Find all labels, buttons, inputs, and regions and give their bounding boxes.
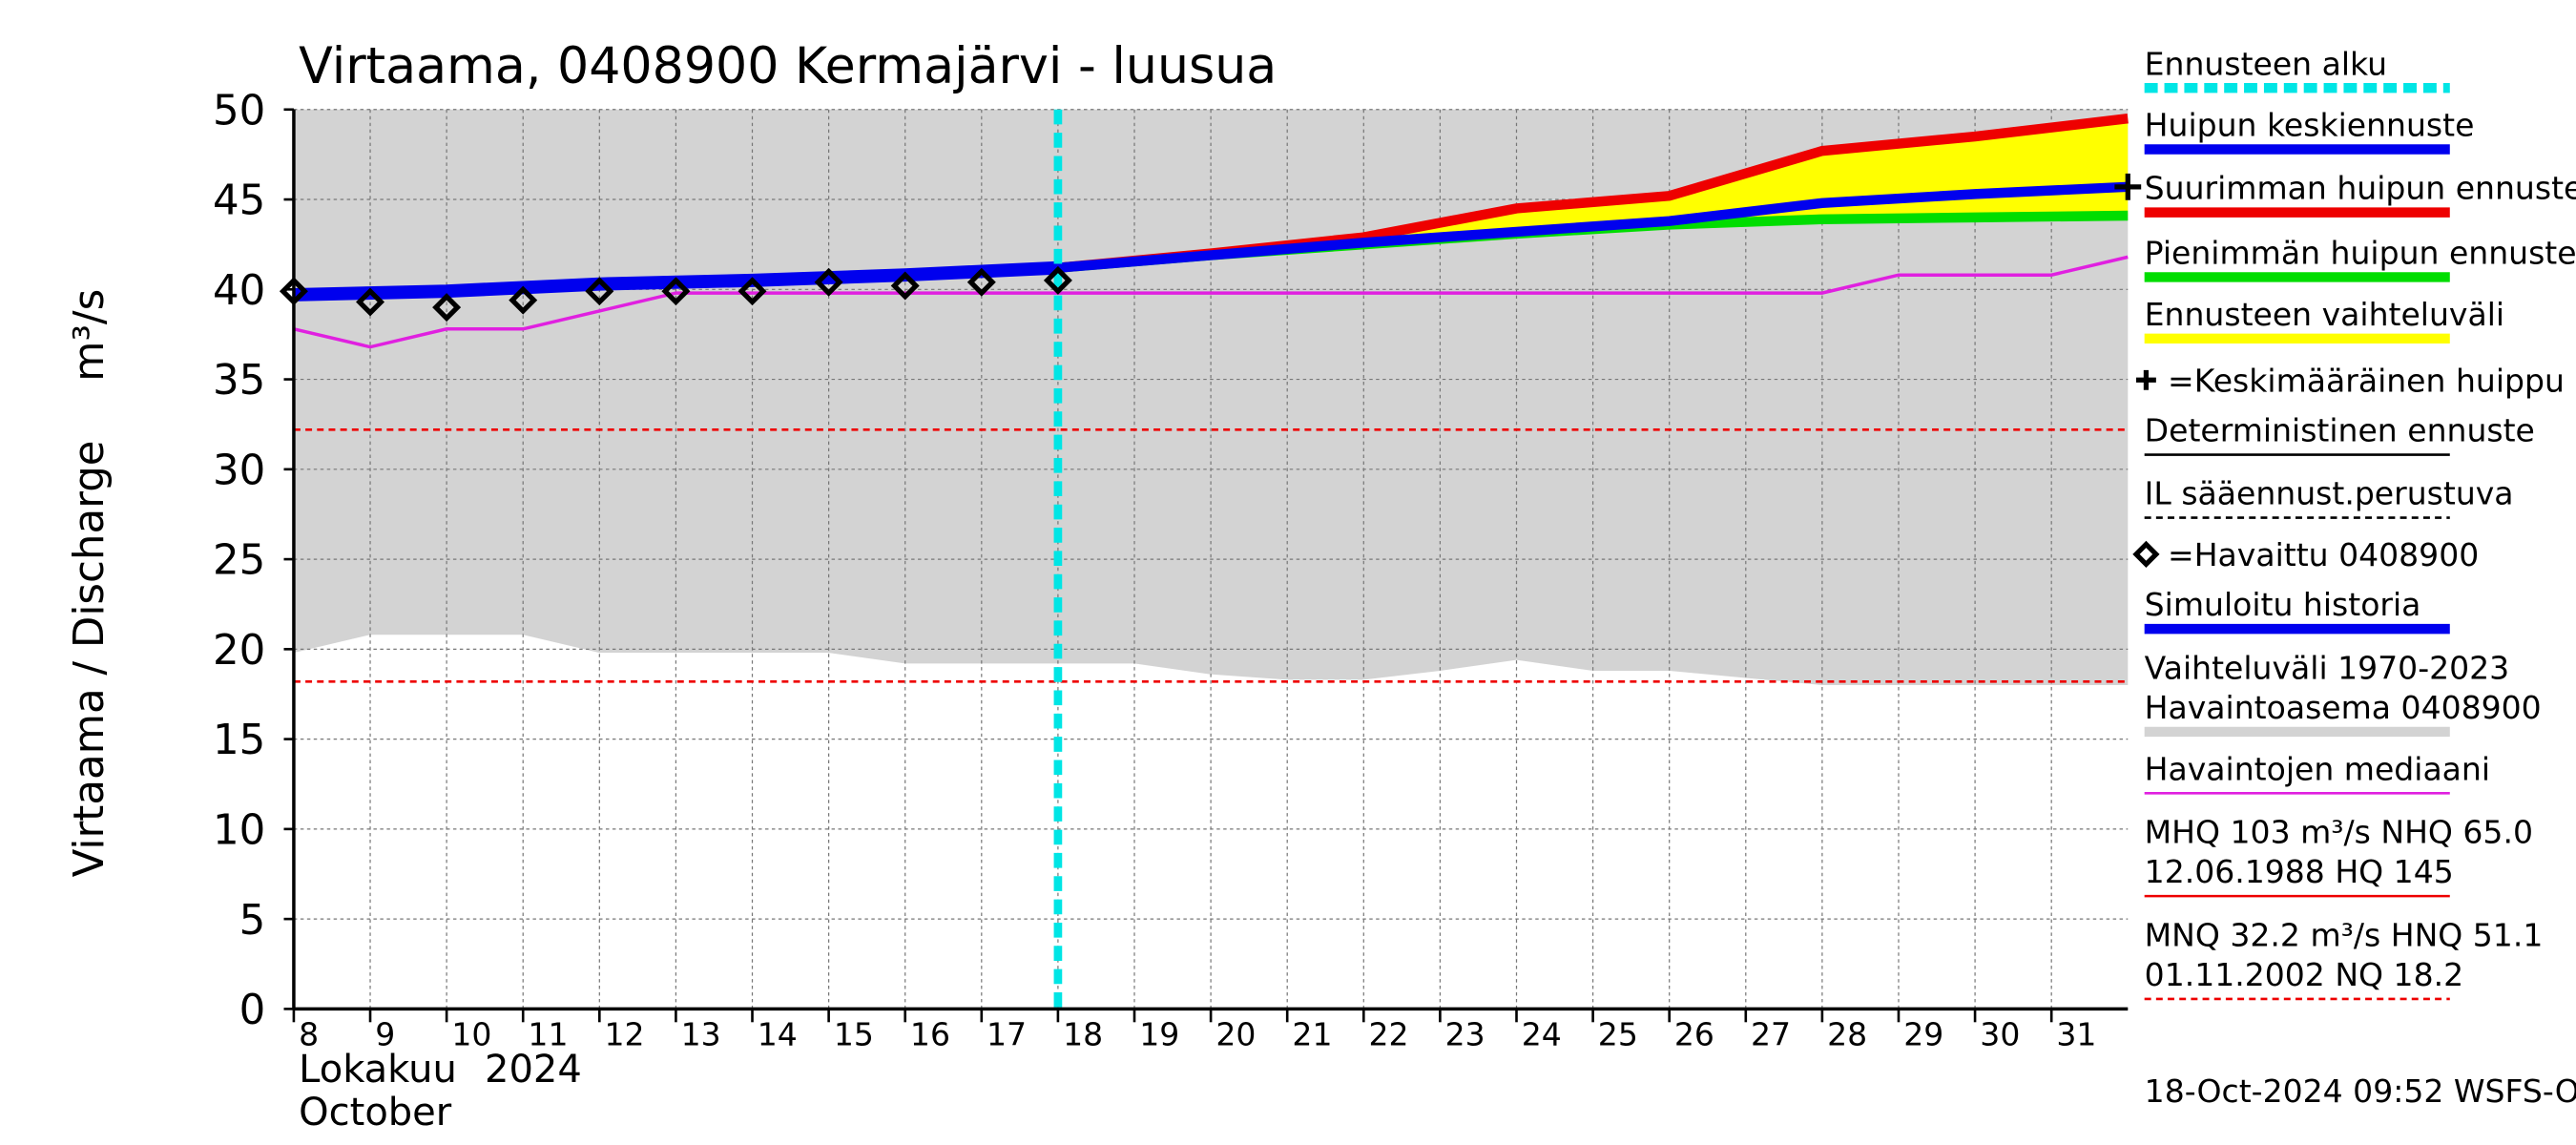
x-label-en: October [299,1091,452,1135]
observed-point [356,287,385,317]
observed-point [661,277,691,306]
x-tick-label: 26 [1674,1016,1714,1053]
observed-point [1043,265,1072,295]
y-tick-label: 45 [213,177,265,225]
x-tick-label: 20 [1215,1016,1256,1053]
y-tick-label: 40 [213,267,265,315]
x-tick-label: 19 [1139,1016,1179,1053]
mean-forecast-line [1057,181,2129,273]
legend-label: Simuloitu historia [2145,586,2421,623]
forecast-band [1057,118,2129,268]
footer: 18-Oct-2024 09:52 WSFS-O [2145,1072,2576,1110]
x-tick-label: 15 [834,1016,874,1053]
x-tick-label: 28 [1827,1016,1867,1053]
mean-peak [2114,173,2142,200]
y-label: Virtaama / Discharge [66,440,114,877]
observed-point [966,267,996,297]
legend-label: Deterministinen ennuste [2145,412,2535,449]
x-tick-label: 22 [1369,1016,1409,1053]
legend-label: 01.11.2002 NQ 18.2 [2145,956,2463,993]
y-tick-label: 10 [213,807,265,855]
x-tick-label: 18 [1063,1016,1103,1053]
x-tick-label: 13 [681,1016,721,1053]
y-unit: m³/s [66,289,114,382]
y-tick-label: 30 [213,447,265,494]
x-tick-label: 17 [987,1016,1027,1053]
observed-point [509,285,538,315]
legend-label: MNQ 32.2 m³/s HNQ 51.1 [2145,916,2544,953]
x-tick-label: 25 [1598,1016,1638,1053]
observed-point [585,277,614,306]
x-tick-label: 12 [605,1016,645,1053]
median-line [293,255,2129,349]
x-tick-label: 23 [1445,1016,1485,1053]
observed-point [737,277,767,306]
legend-label: Vaihteluväli 1970-2023 [2145,649,2510,686]
x-tick-label: 14 [758,1016,798,1053]
legend-label: 12.06.1988 HQ 145 [2145,853,2454,890]
observed-point [890,271,920,301]
x-tick-label: 16 [910,1016,950,1053]
x-tick-label: 11 [528,1016,568,1053]
y-tick-label: 5 [239,897,266,945]
x-tick-label: 21 [1292,1016,1332,1053]
legend-marker [2132,540,2160,568]
legend-label: Ennusteen vaihteluväli [2145,296,2504,333]
y-tick-label: 35 [213,357,265,405]
legend-label: Huipun keskiennuste [2145,107,2475,144]
x-tick-label: 10 [451,1016,491,1053]
legend-label: Suurimman huipun ennuste [2145,170,2576,207]
legend-label: Havaintoasema 0408900 [2145,689,2542,726]
x-tick-label: 9 [375,1016,395,1053]
legend-marker [2135,369,2156,390]
observed-point [814,267,843,297]
x-tick-label: 30 [1980,1016,2020,1053]
legend-label: =Havaittu 0408900 [2168,536,2479,573]
legend-label: Havaintojen mediaani [2145,750,2490,787]
x-label-year: 2024 [485,1048,582,1092]
legend-label: MHQ 103 m³/s NHQ 65.0 [2145,813,2533,850]
chart-title: Virtaama, 0408900 Kermajärvi - luusua [299,38,1277,95]
legend-label: Pienimmän huipun ennuste [2145,235,2576,272]
x-label-month: Lokakuu [299,1048,457,1092]
x-tick-label: 8 [299,1016,319,1053]
y-tick-label: 15 [213,717,265,764]
y-tick-label: 20 [213,627,265,675]
y-tick-label: 25 [213,537,265,585]
legend-label: Ennusteen alku [2145,45,2387,82]
legend-label: IL sääennust.perustuva [2145,475,2514,512]
y-tick-label: 0 [239,987,266,1034]
legend-label: =Keskimääräinen huippu [2168,362,2565,399]
x-tick-label: 31 [2056,1016,2096,1053]
x-tick-label: 29 [1903,1016,1943,1053]
y-tick-label: 50 [213,87,265,135]
x-tick-label: 24 [1522,1016,1562,1053]
observed-point [432,293,462,323]
x-tick-label: 27 [1751,1016,1791,1053]
